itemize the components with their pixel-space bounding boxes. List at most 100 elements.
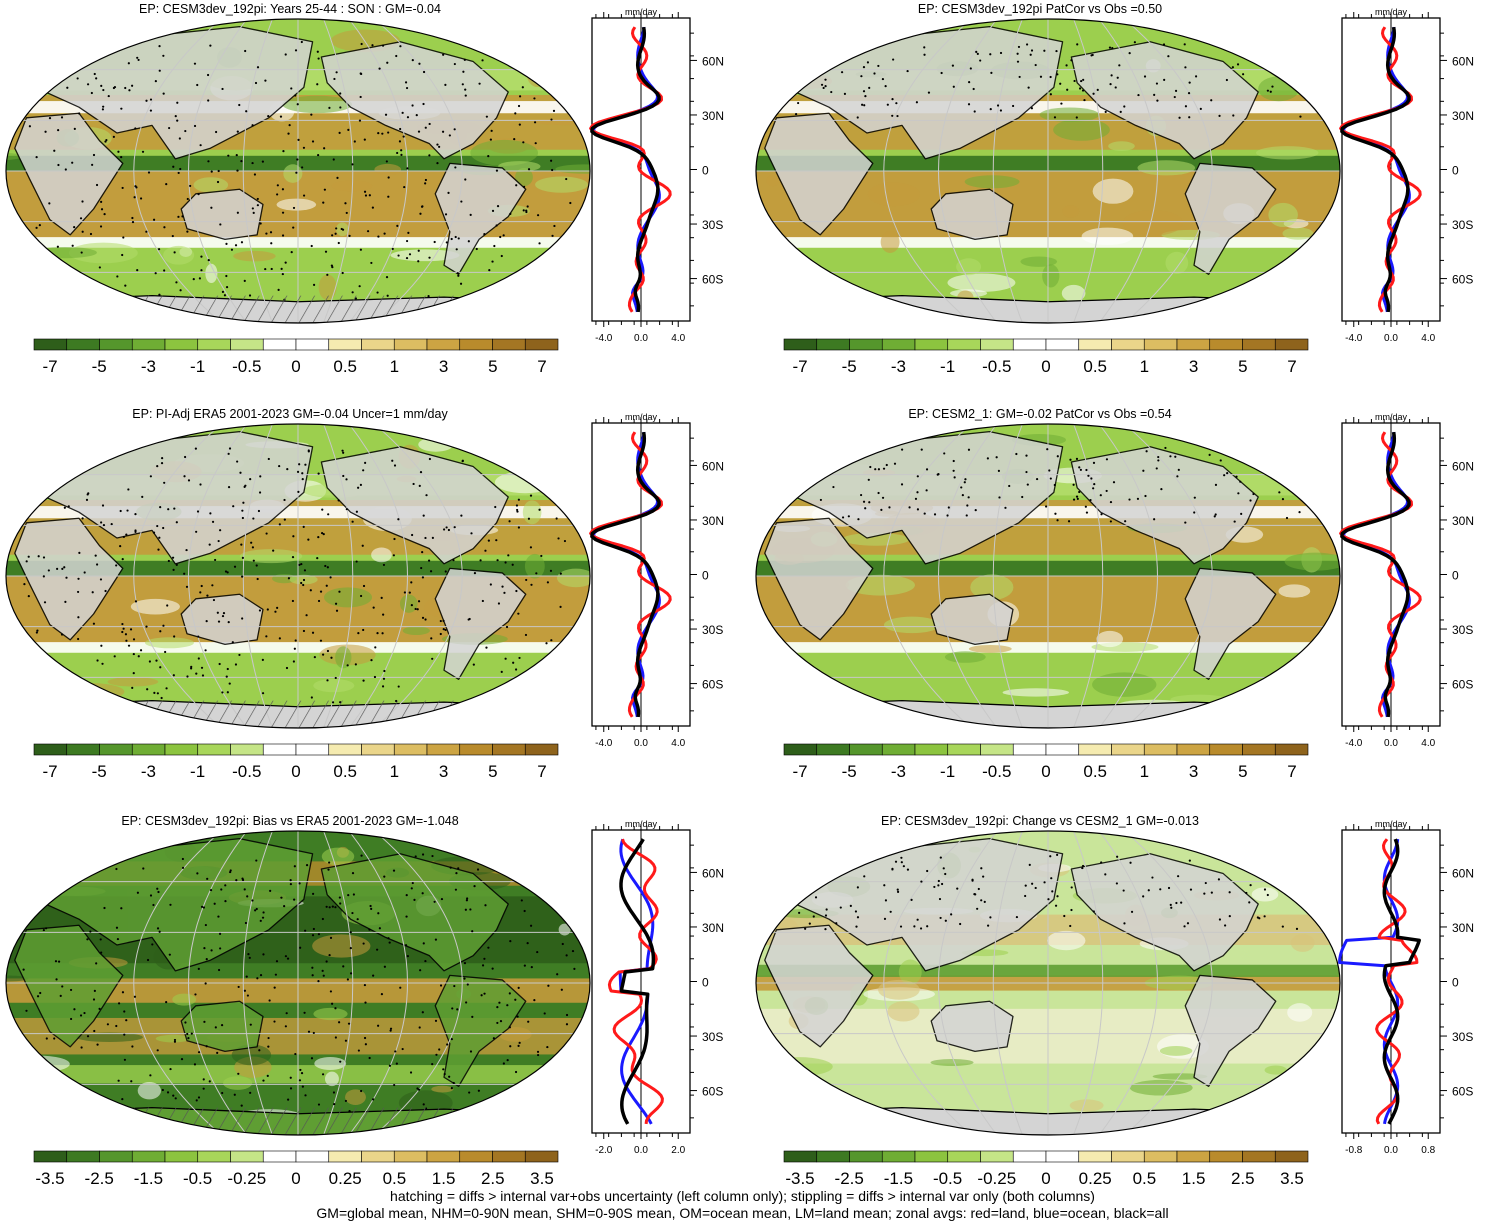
field-blob (331, 180, 373, 192)
colorbar-label: -1 (940, 762, 955, 781)
longitude-gridline (348, 19, 408, 323)
colorbar-swatch (1111, 338, 1145, 351)
profile-lat-label: 0 (1452, 569, 1459, 583)
field-blob (1047, 930, 1086, 951)
longitude-gridline (938, 19, 998, 323)
field-blob (554, 492, 577, 507)
colorbar-label: 7 (537, 762, 546, 781)
field-blob (59, 683, 125, 701)
colorbar-label: 7 (1287, 762, 1296, 781)
field-blob (1039, 107, 1100, 122)
profile-x-tick-label: 4.0 (1421, 333, 1435, 344)
colorbar-label: -7 (792, 357, 807, 376)
field-blob (898, 959, 922, 985)
colorbar-label: -0.5 (982, 762, 1011, 781)
colorbar-label: -5 (92, 762, 107, 781)
colorbar-swatch (914, 338, 949, 351)
map-border (755, 18, 1341, 324)
profile-curve-land (589, 26, 672, 313)
colorbar-swatch (262, 743, 297, 756)
colorbar-swatch (1012, 1150, 1047, 1163)
field-blob (32, 246, 97, 259)
colorbar-swatch (164, 743, 199, 756)
colorbar-label: -2.5 (85, 1169, 114, 1188)
field-blob (233, 250, 276, 262)
field-blob (556, 568, 590, 588)
continent-samerica (434, 974, 527, 1088)
profile-lat-label: 0 (1452, 976, 1459, 990)
colorbar-swatch (131, 743, 166, 756)
colorbar-label: 0.5 (1083, 357, 1107, 376)
longitude-gridline (242, 424, 273, 728)
field-blob (964, 175, 1020, 189)
colorbar-label: 7 (537, 357, 546, 376)
colorbar-label: 5 (488, 762, 497, 781)
colorbar-label: 3 (439, 357, 448, 376)
colorbar-swatch (980, 743, 1014, 756)
profile-x-tick-label: 0.0 (634, 1145, 648, 1156)
map-border (5, 830, 591, 1136)
field-blob (475, 696, 514, 703)
continent-samerica (1184, 974, 1277, 1088)
colorbar-swatch (33, 1150, 68, 1163)
field-blob (930, 1058, 974, 1066)
colorbar-swatch (524, 1150, 559, 1163)
colorbar-swatch (99, 338, 133, 351)
field-blob (1264, 1065, 1288, 1075)
colorbar-swatch (33, 743, 68, 756)
longitude-gridline (323, 424, 354, 728)
colorbar-label: 3 (1189, 762, 1198, 781)
field-blob (1042, 264, 1060, 288)
field-blob (765, 1057, 833, 1077)
field-blob (1152, 1073, 1208, 1080)
colorbar-swatch (492, 1150, 526, 1163)
field-blob (6, 44, 65, 53)
field-blob (155, 1034, 191, 1043)
colorbar-label: 1 (1140, 357, 1149, 376)
colorbar-swatch (881, 1150, 916, 1163)
field-blob (276, 198, 317, 211)
field-blob (1092, 672, 1157, 697)
panel-title: EP: PI-Adj ERA5 2001-2023 GM=-0.04 Uncer… (132, 407, 448, 421)
field-blob (193, 177, 229, 193)
colorbar-swatch (881, 743, 916, 756)
field-blob (172, 993, 197, 1006)
profile-lat-label: 30S (702, 623, 723, 637)
field-blob (883, 616, 940, 634)
field-blob (567, 1054, 590, 1063)
profile-lat-label: 60S (1452, 678, 1473, 692)
field-blob (867, 182, 920, 207)
longitude-gridline (133, 424, 222, 728)
colorbar-label: -0.5 (232, 357, 261, 376)
panel-p4: EP: CESM2_1: GM=-0.02 PatCor vs Obs =0.5… (750, 405, 1485, 810)
longitude-gridline (323, 831, 354, 1135)
field-blob (6, 1055, 70, 1073)
field-blob (313, 678, 355, 693)
field-blob (68, 242, 138, 264)
colorbar-swatch (230, 743, 264, 756)
profile-x-tick-label: -4.0 (1345, 738, 1363, 749)
field-blob (515, 167, 533, 187)
longitude-gridline (1073, 831, 1104, 1135)
field-blob (880, 231, 900, 254)
field-blob (1096, 630, 1124, 648)
profile-x-tick-label: 4.0 (671, 333, 685, 344)
colorbar-label: -7 (42, 762, 57, 781)
colorbar-label: -1.5 (134, 1169, 163, 1188)
colorbar-swatch (816, 338, 850, 351)
panel-title: EP: CESM3dev_192pi: Bias vs ERA5 2001-20… (121, 814, 459, 828)
field-blob (766, 175, 780, 187)
colorbar-swatch (328, 1150, 362, 1163)
colorbar-label: 1 (390, 762, 399, 781)
colorbar-swatch (230, 338, 264, 351)
longitude-gridline (133, 831, 222, 1135)
colorbar-swatch (492, 338, 526, 351)
field-blob (325, 1071, 339, 1087)
colorbar-swatch (881, 338, 916, 351)
colorbar-label: -5 (842, 357, 857, 376)
colorbar-label: 0 (291, 357, 300, 376)
profile-lat-label: 60N (702, 54, 724, 68)
colorbar-label: -3 (891, 762, 906, 781)
